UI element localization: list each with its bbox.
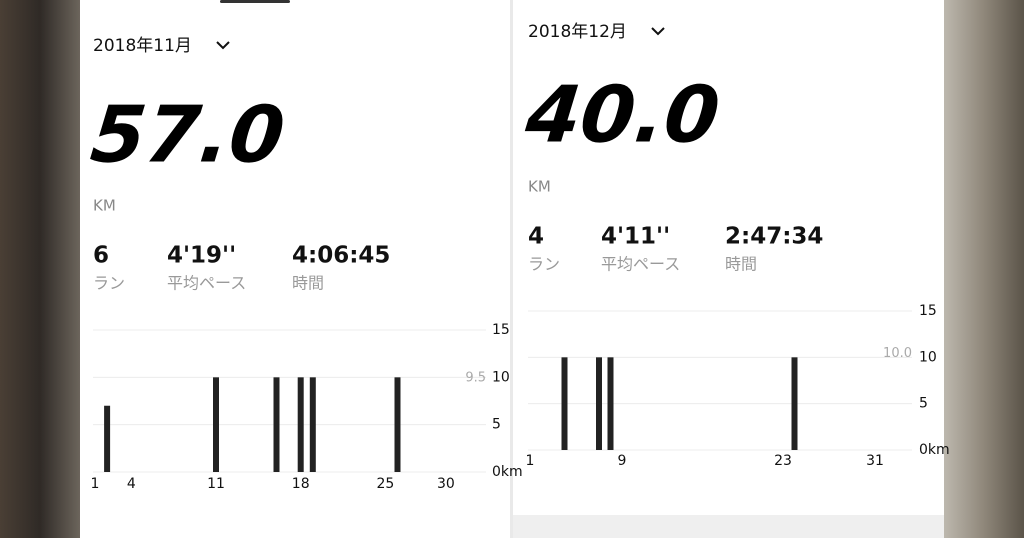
x-tick-label: 11 [207,476,225,492]
bar [791,357,798,450]
bar [561,357,568,450]
stat-value: 6 [93,243,109,269]
bar [607,357,614,450]
month-selector[interactable]: 2018年12月 [528,22,627,42]
bar [104,405,111,472]
x-tick-label: 4 [127,476,136,492]
y-tick-label: 5 [492,417,501,433]
y-tick-label: 0km [492,464,523,480]
bar [596,357,602,450]
bar [394,377,401,472]
month-selector[interactable]: 2018年11月 [93,36,192,56]
y-tick-label: 15 [919,303,937,319]
y-tick-label: 10 [492,369,510,385]
bar [213,377,219,472]
unit: KM [528,178,551,196]
distance: 57.0 [87,90,289,181]
panel-right-footer [513,515,944,538]
x-tick-label: 25 [376,476,394,492]
panel-left [80,0,510,538]
stat-value: 4'11'' [601,224,670,250]
stat-label: ラン [93,274,125,293]
x-tick-label: 30 [437,476,455,492]
bar [297,377,304,472]
stat-label: 時間 [292,274,324,293]
stat-value: 4:06:45 [292,243,390,269]
unit: KM [93,197,116,215]
y-tick-label: 15 [492,322,510,338]
y-tick-label: 0km [919,442,950,458]
x-tick-label: 18 [292,476,310,492]
stat-label: 平均ペース [601,255,680,274]
x-tick-label: 31 [866,453,884,469]
background-left [0,0,80,538]
average-label: 10.0 [883,346,912,361]
distance: 40.0 [521,70,724,161]
stat-label: 平均ペース [167,274,246,293]
x-tick-label: 23 [774,453,792,469]
panel-right [513,0,944,515]
bar [309,377,316,472]
x-tick-label: 1 [91,476,100,492]
stat-label: 時間 [725,255,757,274]
y-tick-label: 10 [919,349,937,365]
stat-value: 2:47:34 [725,224,823,250]
stat-value: 4 [528,224,544,250]
x-tick-label: 9 [618,453,627,469]
background-right [944,0,1024,538]
y-tick-label: 5 [919,396,928,412]
stat-label: ラン [528,255,560,274]
bar [273,377,280,472]
stat-value: 4'19'' [167,243,236,269]
x-tick-label: 1 [526,453,535,469]
average-label: 9.5 [465,371,486,386]
top-handle [220,0,290,3]
chevron [651,27,665,36]
chevron [216,41,230,50]
